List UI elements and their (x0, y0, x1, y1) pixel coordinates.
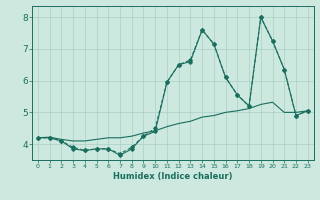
X-axis label: Humidex (Indice chaleur): Humidex (Indice chaleur) (113, 172, 233, 181)
